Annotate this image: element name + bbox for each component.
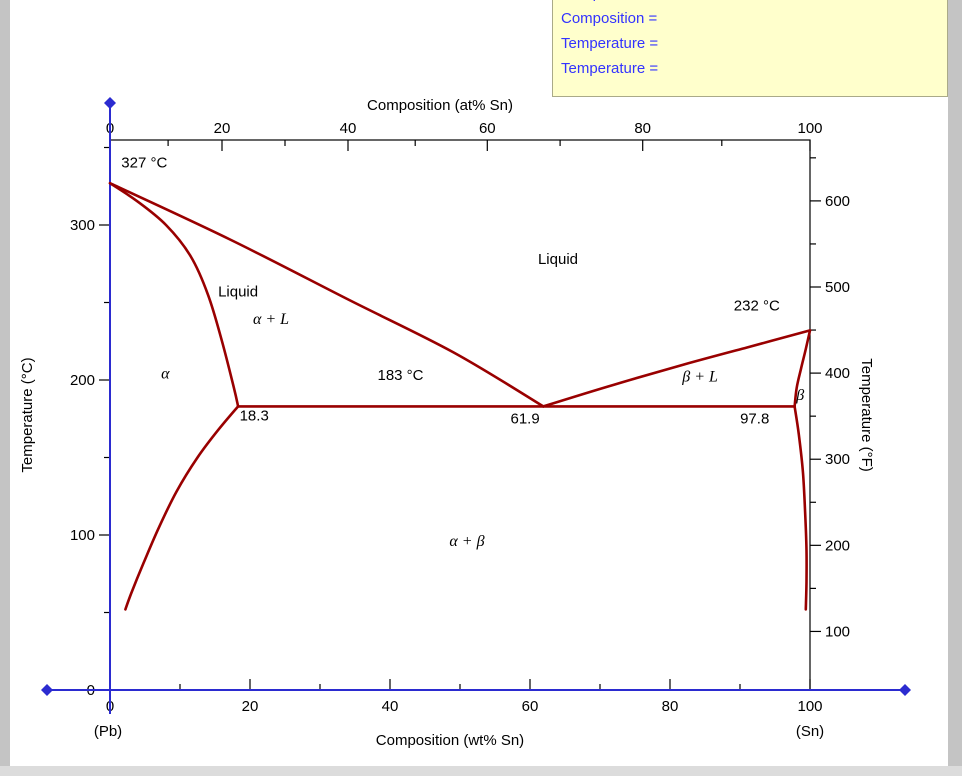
corner-label-pb: (Pb) [94, 723, 122, 740]
cursor-handle-left[interactable] [41, 684, 53, 696]
bottom-axis-tick-label: 100 [797, 698, 822, 715]
top-axis-tick-label: 20 [214, 120, 231, 137]
left-axis-tick-label: 200 [70, 372, 95, 389]
diagram-canvas [10, 0, 948, 766]
boundary-liquidus-right [542, 329, 812, 408]
boundary-solvus-alpha [124, 405, 240, 611]
chart-label: α + β [449, 533, 484, 550]
chart-label: Liquid [218, 283, 258, 300]
bottom-axis-title: Composition (wt% Sn) [376, 732, 524, 749]
chart-label: 97.8 [740, 410, 769, 427]
right-axis-tick-label: 400 [825, 365, 850, 382]
chart-label: 327 °C [121, 155, 167, 172]
bottom-axis-tick-label: 20 [242, 698, 259, 715]
top-axis-tick-label: 60 [479, 120, 496, 137]
chart-label: α + L [253, 311, 289, 328]
bottom-axis-tick-label: 80 [662, 698, 679, 715]
right-axis-tick-label: 200 [825, 537, 850, 554]
readout-composition-2: Composition = [561, 10, 658, 27]
chart-label: β + L [681, 369, 718, 386]
chart-label: Liquid [538, 251, 578, 268]
bottom-axis-tick-label: 40 [382, 698, 399, 715]
chart-label: 232 °C [734, 297, 780, 314]
cursor-handle-right[interactable] [899, 684, 911, 696]
chart-label: β [795, 387, 804, 404]
bottom-axis-tick-label: 60 [522, 698, 539, 715]
boundary-solidus-left [108, 181, 240, 408]
top-axis-tick-label: 40 [340, 120, 357, 137]
window-bottom-edge [0, 766, 962, 776]
boundary-liquidus-left [108, 181, 545, 408]
chart-label: α [161, 365, 170, 382]
corner-label-sn: (Sn) [796, 723, 824, 740]
chart-label: 61.9 [510, 410, 539, 427]
boundary-solvus-beta [793, 405, 808, 611]
right-axis-tick-label: 300 [825, 451, 850, 468]
chart-label: 183 °C [377, 367, 423, 384]
right-axis-tick-label: 500 [825, 279, 850, 296]
cursor-handle-top[interactable] [104, 97, 116, 109]
right-axis-title: Temperature (°F) [858, 358, 875, 472]
readout-composition-1: Composition = [561, 0, 947, 6]
readout-temperature-1: Temperature = [561, 35, 659, 52]
top-axis-title: Composition (at% Sn) [367, 97, 513, 114]
left-axis-tick-label: 100 [70, 527, 95, 544]
left-axis-tick-label: 300 [70, 217, 95, 234]
top-axis-tick-label: 100 [797, 120, 822, 137]
chart-label: 18.3 [240, 407, 269, 424]
readout-temperature-2: Temperature = [561, 60, 659, 77]
boundary-solidus-right [793, 329, 812, 408]
right-axis-tick-label: 600 [825, 193, 850, 210]
right-axis-tick-label: 100 [825, 623, 850, 640]
top-axis-tick-label: 80 [634, 120, 651, 137]
readout-panel: Composition = Composition = Temperature … [552, 0, 948, 97]
left-axis-title: Temperature (°C) [19, 357, 36, 472]
plot-frame [109, 139, 811, 691]
